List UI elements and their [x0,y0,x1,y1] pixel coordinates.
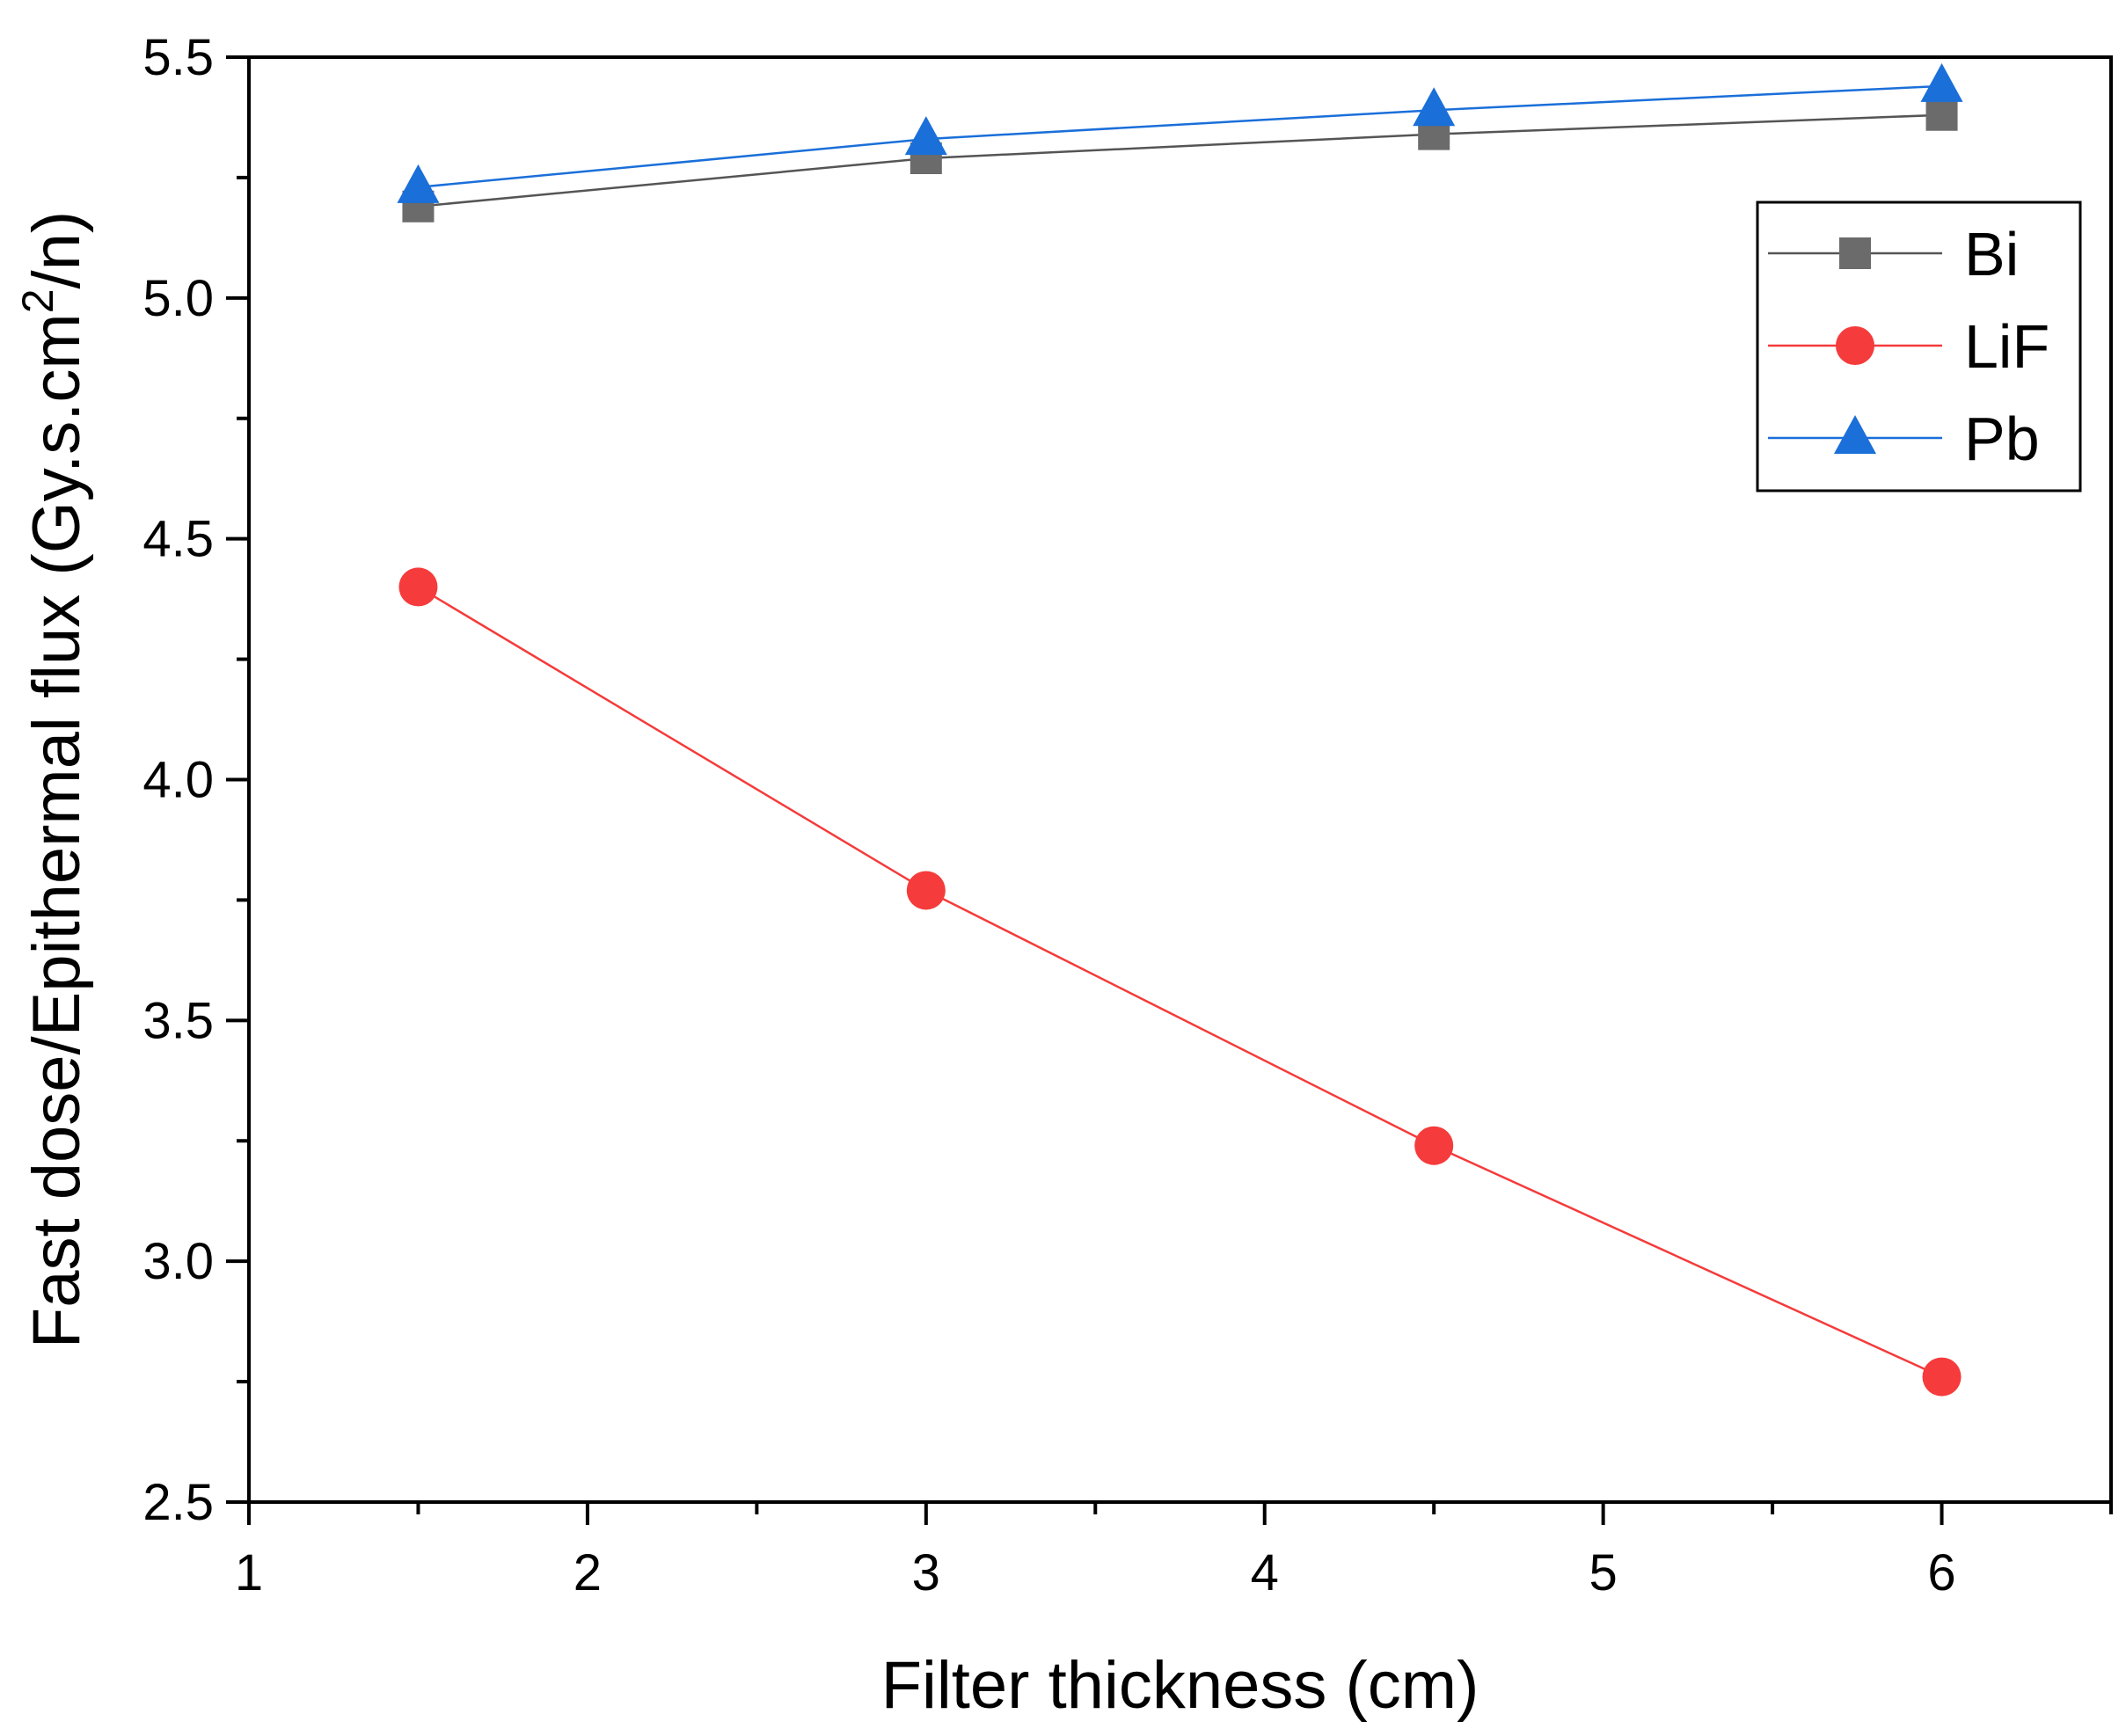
data-point-lif [1414,1126,1454,1165]
y-tick-label: 3.0 [142,1233,214,1290]
legend-marker-lif [1836,326,1874,365]
data-point-bi [1925,98,1958,131]
y-axis-title-sup: 2 [13,288,62,313]
legend-label-pb: Pb [1964,405,2040,473]
data-point-pb [1920,62,1963,102]
series-line-bi [418,113,1942,208]
x-tick-label: 6 [1927,1544,1955,1601]
legend: Bi LiF Pb [1756,201,2082,492]
data-point-lif [1922,1357,1962,1397]
y-tick-label: 4.5 [142,511,214,568]
x-tick-label: 4 [1251,1544,1279,1601]
y-tick-label: 3.5 [142,992,214,1049]
y-axis-title-tail: /n) [19,211,94,289]
y-axis-title: Fast dose/Epithermal flux (Gy.s.cm2/n) [13,211,94,1348]
series-lif [398,567,1962,1397]
data-point-pb [397,164,440,203]
x-axis-title: Filter thickness (cm) [881,1648,1479,1723]
legend-label-lif: LiF [1964,312,2049,381]
x-tick-label: 5 [1589,1544,1618,1601]
series-layer [397,62,1963,1397]
y-tick-label: 5.0 [142,270,214,327]
y-axis-title-main: Fast dose/Epithermal flux (Gy.s.cm [19,313,94,1348]
data-point-pb [1413,87,1456,127]
y-tick-label: 5.5 [142,29,214,86]
series-pb [397,62,1963,203]
series-line-pb [418,84,1942,189]
data-point-pb [904,116,947,156]
data-point-lif [398,567,438,607]
x-tick-label: 2 [574,1544,602,1601]
x-tick-label: 3 [912,1544,940,1601]
axes: 1 2 3 4 5 6 2.5 3.0 3.5 4.0 4.5 5.0 5.5 [142,29,2113,1601]
y-tick-label: 4.0 [142,752,214,809]
x-tick-label: 1 [235,1544,263,1601]
series-line-lif [417,586,1943,1378]
legend-marker-bi [1839,237,1871,269]
series-bi [402,98,1958,222]
data-point-lif [906,871,946,910]
legend-marker-pb [1834,415,1876,454]
legend-label-bi: Bi [1964,220,2019,288]
y-tick-label: 2.5 [142,1474,214,1531]
